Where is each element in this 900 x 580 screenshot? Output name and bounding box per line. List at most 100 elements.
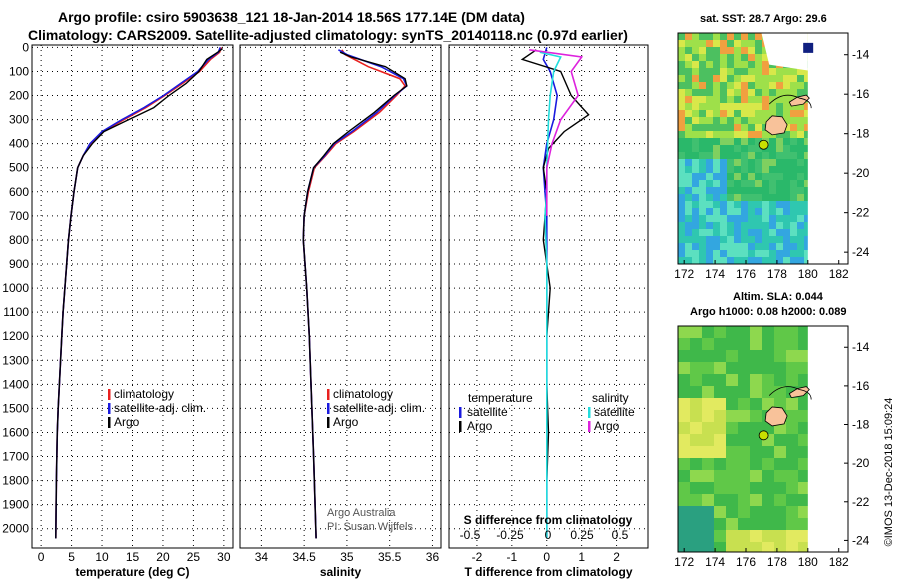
- differences-line-salinity-argo: [529, 49, 584, 216]
- temperature-line-climatology: [55, 47, 223, 539]
- sst-map-cell: [727, 152, 734, 159]
- sst-map-cell: [755, 180, 762, 187]
- sst-map-cell: [790, 103, 797, 110]
- sla-map-cell: [738, 518, 750, 530]
- sst-map-cell: [678, 54, 685, 61]
- sst-map-cell: [762, 103, 769, 110]
- diff-legend-title-salinity: salinity: [592, 391, 629, 405]
- sst-map-cell: [720, 159, 727, 166]
- sla-map-cell: [798, 506, 808, 518]
- sst-map-cell: [790, 131, 797, 138]
- sst-map-cell: [678, 201, 685, 208]
- sla-map-cell: [738, 494, 750, 506]
- depth-tick-label: 0: [22, 40, 29, 54]
- sla-map-cell: [702, 374, 714, 386]
- sst-map-cell: [790, 222, 797, 229]
- sst-map-cell: [713, 96, 720, 103]
- sst-map-cell: [790, 201, 797, 208]
- sst-map-cell: [720, 208, 727, 215]
- sst-map-cell: [734, 117, 741, 124]
- sst-map-cell: [762, 173, 769, 180]
- sla-map-cell: [798, 458, 808, 470]
- sst-map-cell: [678, 208, 685, 215]
- sla-map-cell: [738, 506, 750, 518]
- sla-map-cell: [714, 374, 726, 386]
- sst-map-cell: [762, 117, 769, 124]
- sst-map-cell: [769, 250, 776, 257]
- sst-map-cell: [748, 173, 755, 180]
- sst-map-cell: [755, 236, 762, 243]
- differences-xtick-label: -2: [472, 550, 483, 564]
- sst-map-cell: [692, 229, 699, 236]
- sst-map-cell: [783, 68, 790, 75]
- sst-map-cell: [720, 131, 727, 138]
- sla-xtick-label: 182: [829, 555, 849, 569]
- sst-map-cell: [790, 124, 797, 131]
- sst-map-cell: [678, 215, 685, 222]
- sst-map-cell: [685, 138, 692, 145]
- sst-map-cell: [755, 82, 762, 89]
- sst-map-cell: [685, 68, 692, 75]
- sst-map-cell: [692, 138, 699, 145]
- differences-xlabel: T difference from climatology: [464, 565, 632, 579]
- sla-map-cell: [690, 530, 702, 542]
- sst-map-cell: [748, 215, 755, 222]
- sst-map-cell: [706, 194, 713, 201]
- sst-map-cell: [769, 187, 776, 194]
- sla-map-cell: [786, 434, 798, 446]
- sla-map-cell: [726, 338, 738, 350]
- sst-map-cell: [699, 138, 706, 145]
- sst-map-cell: [727, 47, 734, 54]
- sla-map-cell: [726, 470, 738, 482]
- sst-map-cell: [776, 201, 783, 208]
- sst-map-cell: [762, 152, 769, 159]
- sst-map-cell: [727, 145, 734, 152]
- sst-map-cell: [720, 145, 727, 152]
- sst-map-cell: [776, 194, 783, 201]
- sst-map-cell: [720, 166, 727, 173]
- differences-xtick-label: -1: [507, 550, 518, 564]
- sst-map-cell: [748, 68, 755, 75]
- sst-map-cell: [734, 152, 741, 159]
- sst-map-cell: [783, 180, 790, 187]
- sst-map-cell: [713, 201, 720, 208]
- sst-map-cell: [748, 180, 755, 187]
- sst-map-cell: [769, 215, 776, 222]
- sst-map-cell: [741, 229, 748, 236]
- sst-map-cell: [734, 103, 741, 110]
- sst-map-cell: [755, 250, 762, 257]
- sst-map-cell: [790, 110, 797, 117]
- sst-map-cell: [678, 257, 685, 264]
- sst-map-cell: [741, 124, 748, 131]
- sst-map-cell: [727, 229, 734, 236]
- sst-map-cell: [797, 215, 804, 222]
- sla-map-cell: [678, 362, 690, 374]
- sst-map-cell: [699, 33, 706, 40]
- sst-map-cell: [804, 75, 808, 82]
- sst-map-cell: [713, 110, 720, 117]
- sst-map-cell: [741, 187, 748, 194]
- sst-map-cell: [762, 194, 769, 201]
- sla-map-cell: [762, 362, 774, 374]
- sst-map-cell: [776, 131, 783, 138]
- sst-map-cell: [678, 166, 685, 173]
- sla-map-cell: [786, 326, 798, 338]
- sst-map-cell: [762, 68, 769, 75]
- sst-map-cell: [727, 166, 734, 173]
- temperature-frame: [31, 44, 234, 549]
- sst-map-cell: [727, 194, 734, 201]
- sst-map-cell: [706, 243, 713, 250]
- sla-map-cell: [786, 410, 798, 422]
- sst-map-cell: [762, 96, 769, 103]
- sst-map-cell: [692, 117, 699, 124]
- salinity-xtick-label: 36: [426, 550, 440, 564]
- sst-map-cell: [692, 215, 699, 222]
- sst-map-cell: [755, 257, 762, 264]
- sla-map-cell: [786, 482, 798, 494]
- sst-map-cell: [734, 208, 741, 215]
- sst-map-cell: [720, 180, 727, 187]
- temperature-xtick-label: 10: [95, 550, 109, 564]
- sst-map-cell: [769, 236, 776, 243]
- sst-map-cell: [734, 54, 741, 61]
